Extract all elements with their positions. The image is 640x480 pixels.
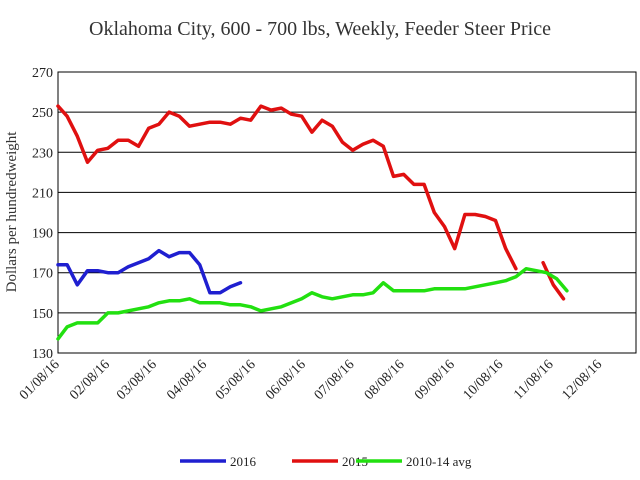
gridlines — [58, 111, 636, 314]
series-line-2016 — [56, 248, 243, 295]
x-tick-label: 07/08/16 — [312, 357, 358, 403]
x-tick-label: 08/08/16 — [362, 357, 408, 403]
series-line-2015 — [56, 104, 518, 271]
y-tick-label: 250 — [32, 106, 53, 121]
plot-area — [57, 71, 637, 354]
x-tick-label: 05/08/16 — [213, 357, 259, 403]
y-tick-label: 150 — [32, 307, 53, 322]
y-tick-label: 130 — [32, 347, 53, 362]
y-tick-label: 210 — [32, 186, 53, 201]
legend-label-2010-14-avg: 2010-14 avg — [406, 454, 472, 469]
x-tick-label: 11/08/16 — [511, 357, 556, 402]
legend-label-2015: 2015 — [342, 454, 368, 469]
chart-title: Oklahoma City, 600 - 700 lbs, Weekly, Fe… — [89, 18, 551, 40]
y-tick-label: 230 — [32, 146, 53, 161]
series-line-2015 — [541, 260, 566, 301]
x-tick-label: 10/08/16 — [461, 357, 507, 403]
series-line-2010-14-avg — [56, 266, 569, 341]
y-tick-label: 190 — [32, 227, 53, 242]
x-tick-label: 01/08/16 — [17, 357, 63, 403]
x-tick-label: 02/08/16 — [67, 357, 113, 403]
series-lines — [56, 104, 569, 341]
x-tick-label: 06/08/16 — [263, 357, 309, 403]
x-tick-label: 03/08/16 — [114, 357, 160, 403]
x-tick-labels: 01/08/16 02/08/16 03/08/16 04/08/16 05/08/16… — [17, 357, 605, 403]
y-axis-label: Dollars per hundredweight — [4, 131, 20, 293]
x-tick-label: 04/08/16 — [164, 357, 210, 403]
legend-label-2016: 2016 — [230, 454, 257, 469]
x-tick-label: 09/08/16 — [412, 357, 458, 403]
x-tick-label: 12/08/16 — [559, 357, 605, 403]
y-tick-labels: 130 150 170 190 210 230 250 270 — [32, 66, 53, 362]
y-tick-label: 270 — [32, 66, 53, 81]
y-tick-label: 170 — [32, 267, 53, 282]
legend: 2016 2015 2010-14 avg — [180, 454, 472, 469]
